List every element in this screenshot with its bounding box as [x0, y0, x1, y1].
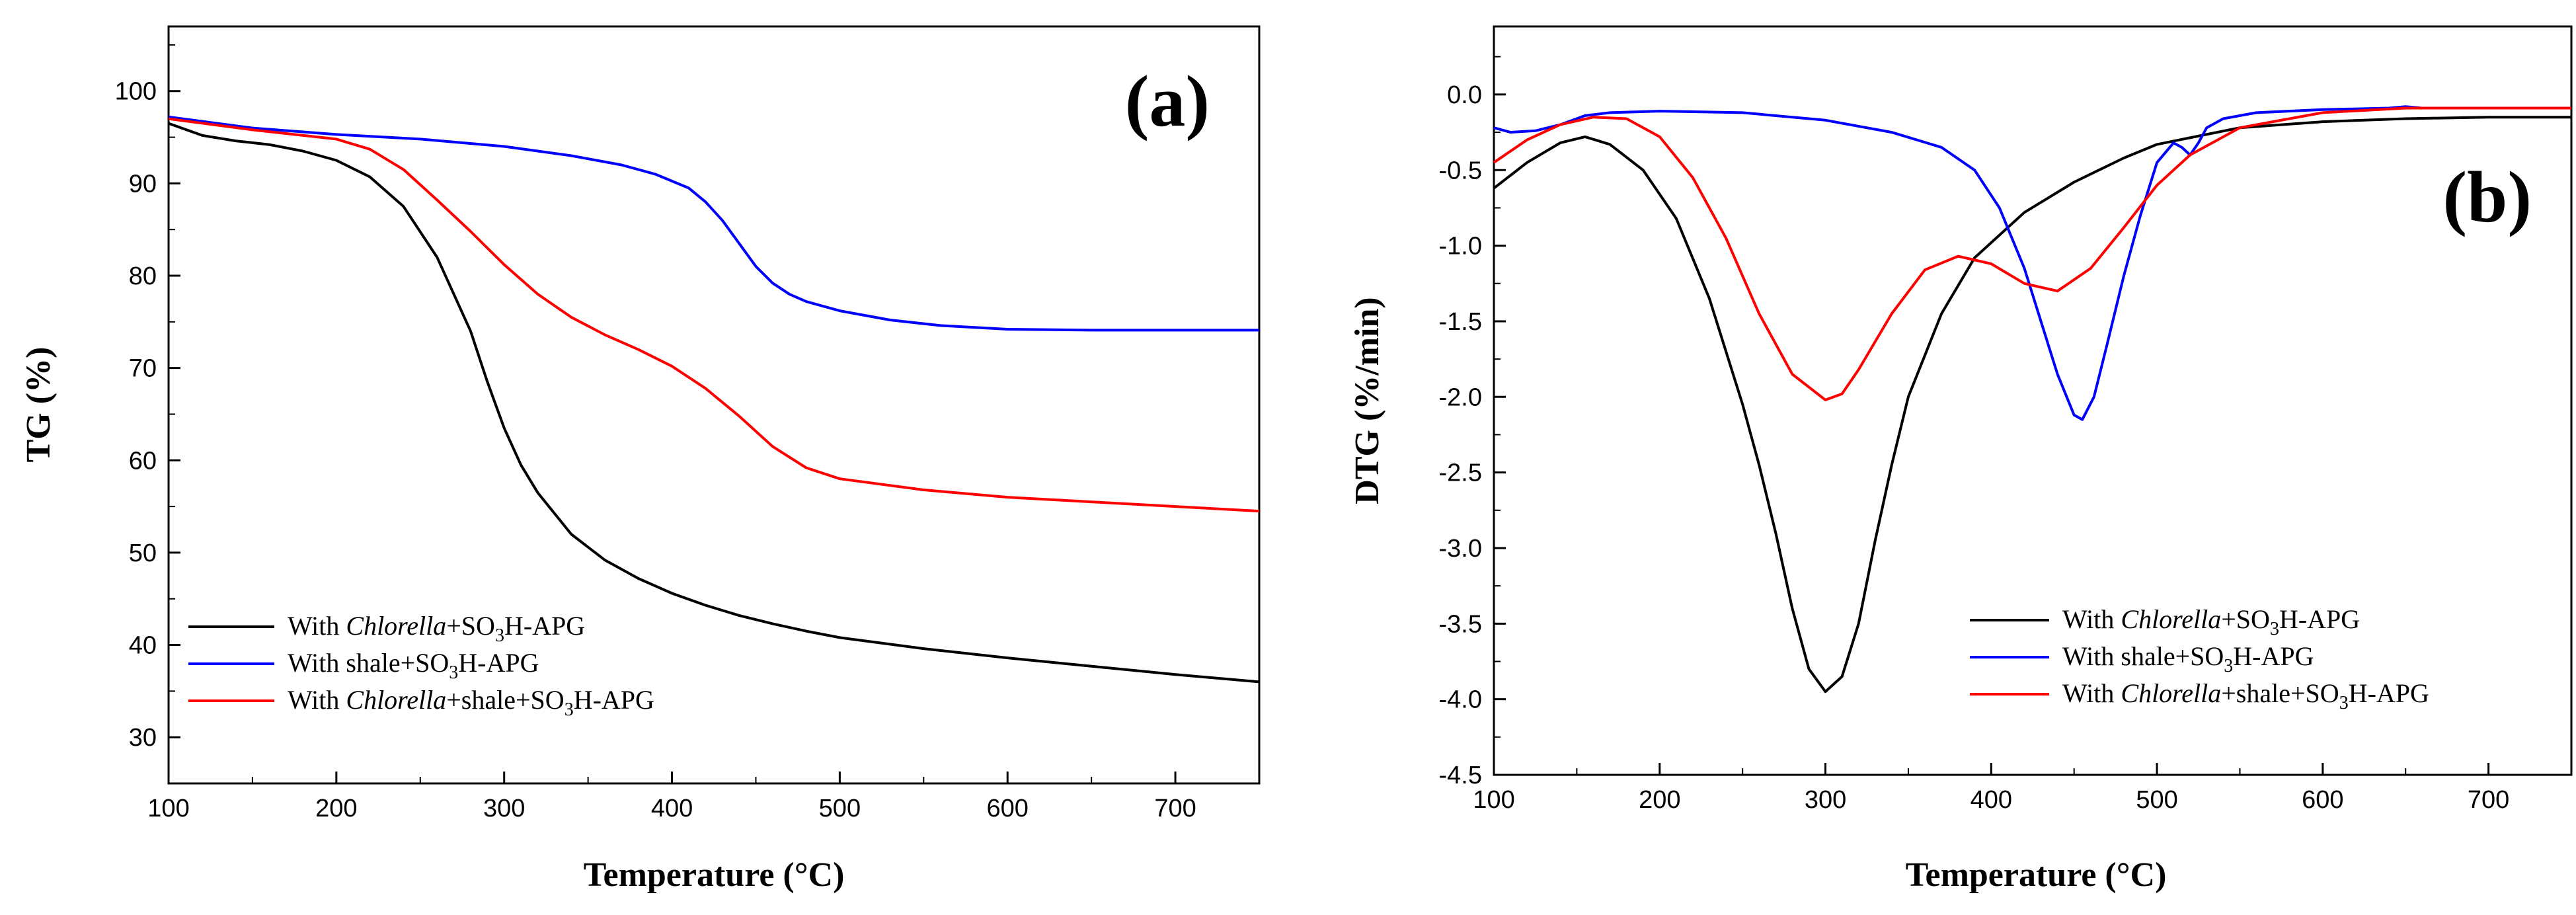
- panel-a-tg-chart: 100 200 300 400 500 600 700 30 40 50 60 70 80 90 100 (…: [20, 25, 1261, 894]
- a-series-line-1: [168, 115, 1259, 332]
- a-xtick-label: 300: [483, 795, 525, 822]
- panel-b-ticks: 100 200 300 400 500 600 700 -4.5 -4.0 -3.5 -3.0 -2.…: [1439, 56, 2509, 814]
- a-ytick-label: 40: [129, 632, 157, 660]
- a-ytick-label: 30: [129, 724, 157, 752]
- b-legend-label-1: With shale+SO3H-APG: [2062, 641, 2314, 676]
- b-ytick-label: 0.0: [1447, 81, 1482, 109]
- b-ytick-label: -4.0: [1439, 686, 1482, 714]
- b-ytick-label: -0.5: [1439, 157, 1482, 184]
- a-ytick-label: 60: [129, 447, 157, 475]
- a-xtick-label: 400: [651, 795, 693, 822]
- a-ytick-label: 90: [129, 170, 157, 198]
- a-xtick-label: 600: [987, 795, 1029, 822]
- a-series-line-2: [168, 117, 1260, 513]
- panel-a-xlabel: Temperature (°C): [584, 856, 845, 894]
- b-legend-label-2: With Chlorella+shale+SO3H-APG: [2062, 678, 2429, 713]
- a-xtick-label: 200: [315, 795, 357, 822]
- a-xtick-label: 100: [147, 795, 189, 822]
- b-xtick-label: 100: [1473, 786, 1514, 814]
- b-ytick-label: -2.5: [1439, 459, 1482, 487]
- b-ytick-label: -1.0: [1439, 233, 1482, 260]
- panel-b-plot-frame: [1493, 25, 2573, 776]
- b-xtick-label: 300: [1805, 786, 1846, 814]
- panel-a-label: (a): [1125, 61, 1210, 141]
- a-legend-label-1: With shale+SO3H-APG: [288, 648, 539, 683]
- a-xtick-label: 500: [819, 795, 861, 822]
- a-xtick-label: 700: [1154, 795, 1196, 822]
- a-legend-label-0: With Chlorella+SO3H-APG: [288, 611, 585, 646]
- a-ytick-label: 70: [129, 355, 157, 383]
- b-xtick-label: 700: [2468, 786, 2509, 814]
- panel-b-xlabel: Temperature (°C): [1906, 856, 2167, 894]
- b-series-line-0: [1493, 116, 2571, 694]
- b-xtick-label: 400: [1971, 786, 2012, 814]
- b-ytick-label: -3.5: [1439, 610, 1482, 638]
- b-xtick-label: 200: [1639, 786, 1680, 814]
- a-legend-label-2: With Chlorella+shale+SO3H-APG: [288, 685, 654, 720]
- b-xtick-label: 600: [2302, 786, 2343, 814]
- panel-a-series: [168, 115, 1260, 684]
- panel-a-ticks: 100 200 300 400 500 600 700 30 40 50 60 70 80 90 100: [115, 44, 1196, 822]
- panel-b-label: (b): [2443, 157, 2532, 237]
- b-ytick-label: -1.5: [1439, 308, 1482, 336]
- a-ytick-label: 100: [115, 78, 157, 106]
- panel-a-plot-frame: [167, 25, 1261, 785]
- panel-b-dtg-chart: 100 200 300 400 500 600 700 -4.5 -4.0 -3.5 -3.0 -2.…: [1348, 25, 2573, 894]
- b-ytick-label: -3.0: [1439, 535, 1482, 563]
- panel-b-series: [1493, 105, 2571, 694]
- b-series-line-2: [1493, 106, 2571, 401]
- b-series-line-1: [1493, 105, 2423, 421]
- a-ytick-label: 80: [129, 262, 157, 290]
- b-ytick-label: -4.5: [1439, 762, 1482, 789]
- b-legend-label-0: With Chlorella+SO3H-APG: [2062, 604, 2360, 639]
- a-ytick-label: 50: [129, 539, 157, 567]
- panel-b-ylabel: DTG (%/min): [1348, 297, 1386, 504]
- b-ytick-label: -2.0: [1439, 383, 1482, 411]
- b-xtick-label: 500: [2136, 786, 2177, 814]
- a-series-line-0: [168, 122, 1260, 684]
- panel-a-ylabel: TG (%): [20, 347, 58, 463]
